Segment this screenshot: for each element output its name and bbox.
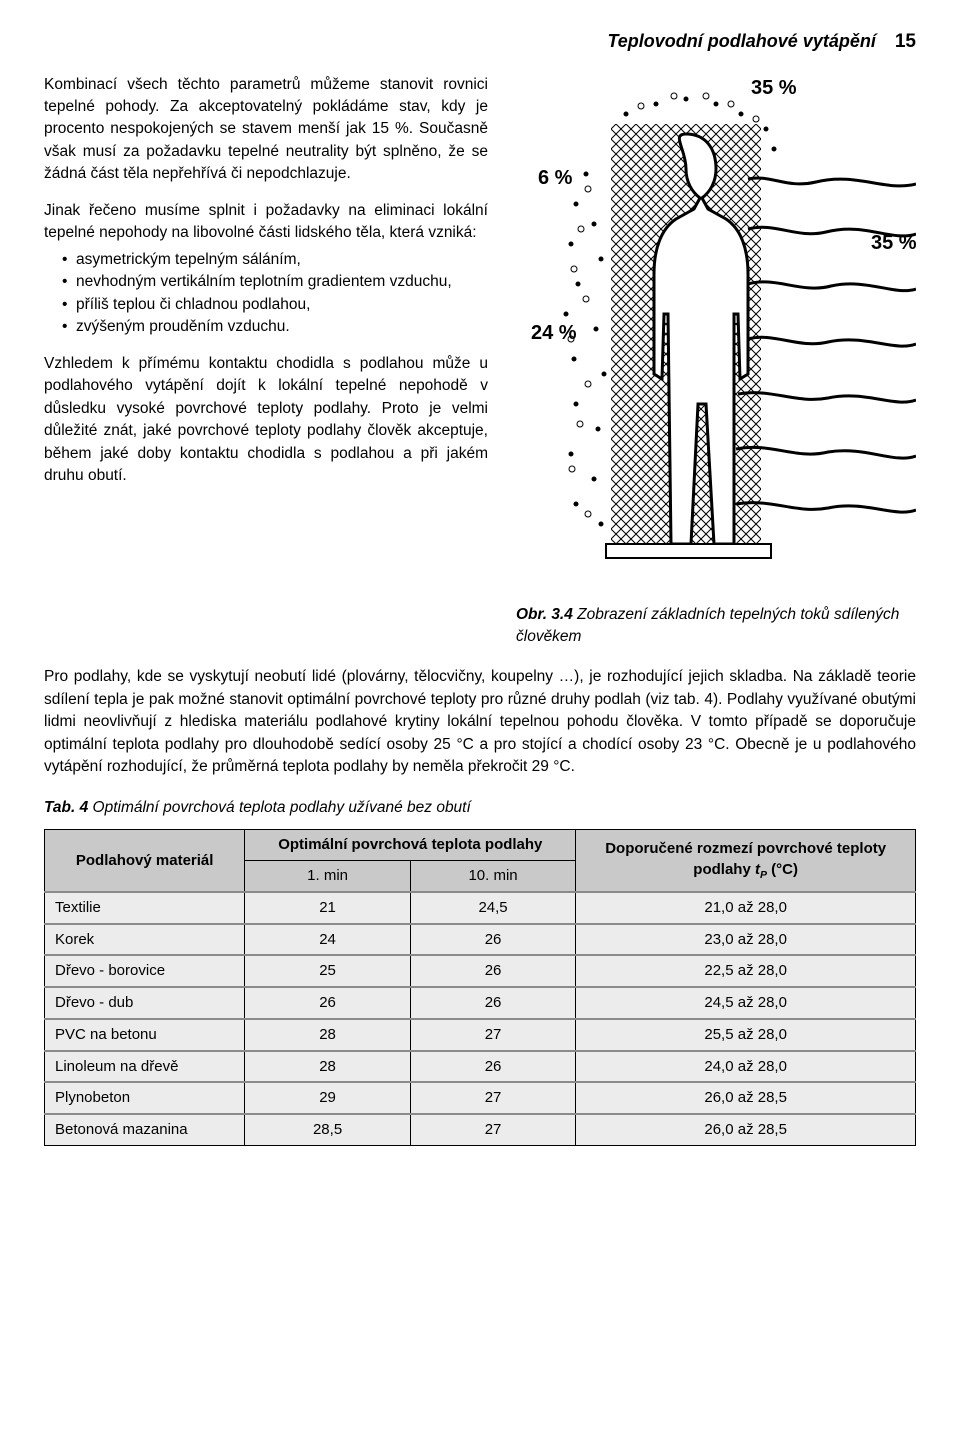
list-item: zvýšeným prouděním vzduchu. — [62, 316, 488, 338]
text-column: Kombinací všech těchto parametrů můžeme … — [44, 74, 488, 649]
th-10min: 10. min — [410, 861, 575, 892]
table-row: Korek242623,0 až 28,0 — [45, 924, 916, 956]
list-item: příliš teplou či chladnou podlahou, — [62, 294, 488, 316]
paragraph-2-intro: Jinak řečeno musíme splnit i požadavky n… — [44, 200, 488, 245]
page-number: 15 — [895, 31, 916, 52]
th-optimal: Optimální povrchová teplota podlahy — [245, 830, 576, 861]
table-4: Podlahový materiál Optimální povrchová t… — [44, 829, 916, 1146]
fig-label-top: 35 % — [751, 77, 797, 99]
table-row: PVC na betonu282725,5 až 28,0 — [45, 1019, 916, 1051]
table-row: Dřevo - borovice252622,5 až 28,0 — [45, 955, 916, 987]
table-row: Dřevo - dub262624,5 až 28,0 — [45, 987, 916, 1019]
figure-caption-text: Zobrazení základních tepelných toků sdíl… — [516, 606, 899, 645]
list-item: asymetrickým tepelným sáláním, — [62, 249, 488, 271]
fig-label-lower-left: 24 % — [531, 322, 577, 344]
bullet-list: asymetrickým tepelným sáláním, nevhodným… — [62, 249, 488, 339]
th-1min: 1. min — [245, 861, 410, 892]
table-caption-text: Optimální povrchová teplota podlahy užív… — [88, 799, 471, 816]
running-title: Teplovodní podlahové vytápění — [607, 31, 875, 51]
figure-caption-lead: Obr. 3.4 — [516, 606, 573, 623]
table-row: Betonová mazanina28,52726,0 až 28,5 — [45, 1114, 916, 1145]
table-caption: Tab. 4 Optimální povrchová teplota podla… — [44, 797, 916, 819]
fig-label-upper-left: 6 % — [538, 167, 573, 189]
table-row: Textilie2124,521,0 až 28,0 — [45, 892, 916, 924]
table-body: Textilie2124,521,0 až 28,0 Korek242623,0… — [45, 892, 916, 1146]
paragraph-3: Vzhledem k přímému kontaktu chodidla s p… — [44, 353, 488, 488]
th-material: Podlahový materiál — [45, 830, 245, 892]
list-item: nevhodným vertikálním teplotním gradient… — [62, 271, 488, 293]
heat-flow-figure: 35 % 6 % 35 % 24 % — [516, 74, 916, 594]
table-caption-lead: Tab. 4 — [44, 799, 88, 816]
th-range: Doporučené rozmezí povrchové teploty pod… — [576, 830, 916, 892]
fig-label-mid-right: 35 % — [871, 232, 916, 254]
figure-caption: Obr. 3.4 Zobrazení základních tepelných … — [516, 604, 916, 649]
table-row: Linoleum na dřevě282624,0 až 28,0 — [45, 1051, 916, 1083]
figure-column: 35 % 6 % 35 % 24 % Obr. 3.4 Zobrazení zá… — [516, 74, 916, 649]
table-row: Plynobeton292726,0 až 28,5 — [45, 1082, 916, 1114]
paragraph-4: Pro podlahy, kde se vyskytují neobutí li… — [44, 666, 916, 778]
paragraph-1: Kombinací všech těchto parametrů můžeme … — [44, 74, 488, 186]
running-head: Teplovodní podlahové vytápění 15 — [44, 28, 916, 56]
